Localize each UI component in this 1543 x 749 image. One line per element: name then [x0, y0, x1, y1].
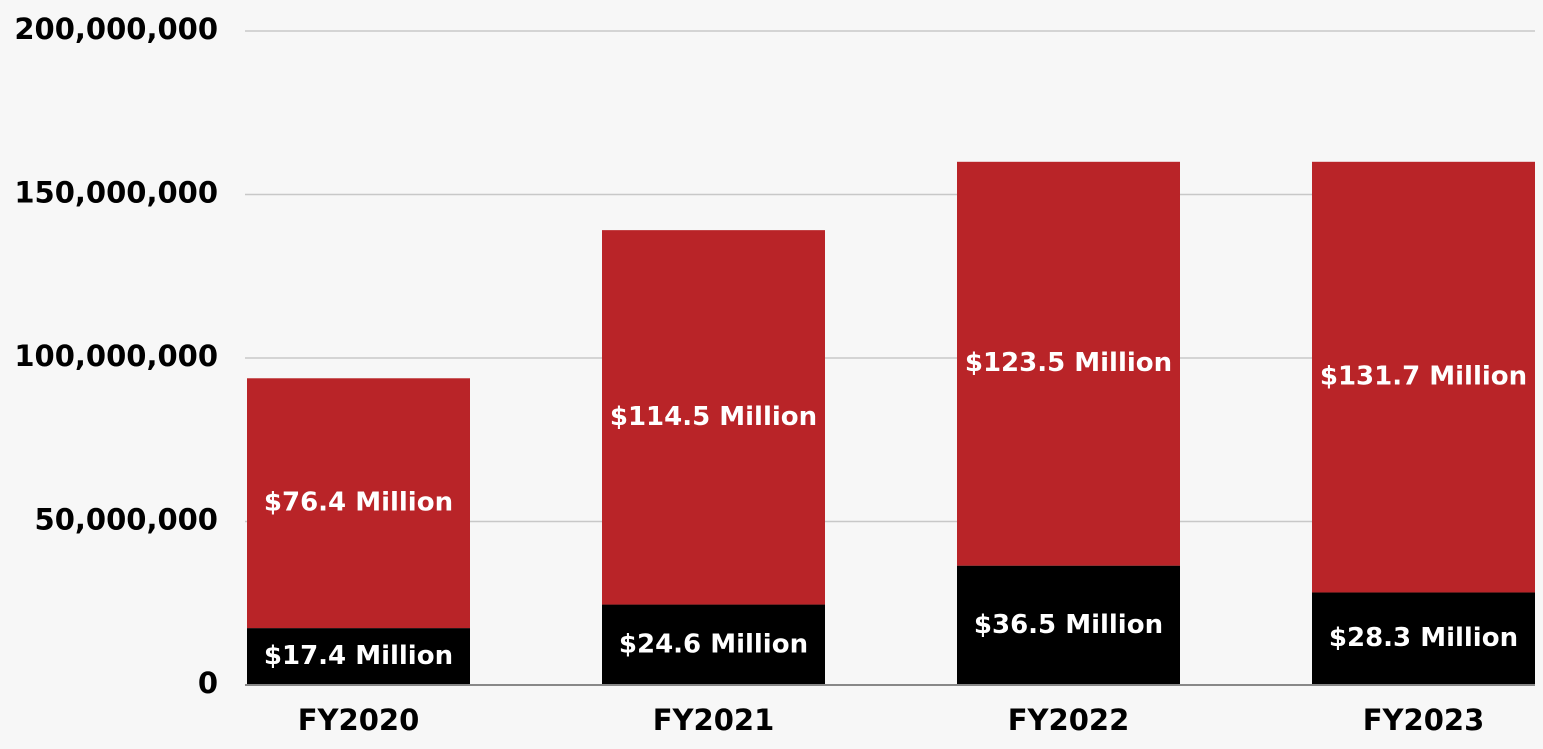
data-label: $76.4 Million [264, 488, 453, 518]
bar-segment [1312, 161, 1535, 593]
data-label: $36.5 Million [974, 610, 1163, 640]
data-label: $123.5 Million [965, 348, 1172, 378]
y-tick-label: 0 [198, 666, 218, 700]
bar-segment [602, 604, 825, 685]
bar-segment [602, 230, 825, 605]
y-tick-label: 150,000,000 [14, 176, 218, 210]
bar-segment [957, 161, 1180, 566]
x-tick-label: FY2023 [1363, 703, 1485, 737]
y-tick-label: 50,000,000 [35, 503, 218, 537]
bar-segment [247, 628, 470, 685]
data-label: $17.4 Million [264, 641, 453, 671]
bar-segment [247, 378, 470, 629]
y-tick-label: 200,000,000 [14, 12, 218, 46]
bar-segment [957, 565, 1180, 685]
data-label: $24.6 Million [619, 629, 808, 659]
x-tick-label: FY2020 [298, 703, 420, 737]
data-label: $28.3 Million [1329, 623, 1518, 653]
data-label: $114.5 Million [610, 402, 817, 432]
data-label: $131.7 Million [1320, 362, 1527, 392]
x-tick-label: FY2021 [653, 703, 775, 737]
bar-segment [1312, 592, 1535, 685]
x-tick-label: FY2022 [1008, 703, 1130, 737]
y-tick-label: 100,000,000 [14, 339, 218, 373]
